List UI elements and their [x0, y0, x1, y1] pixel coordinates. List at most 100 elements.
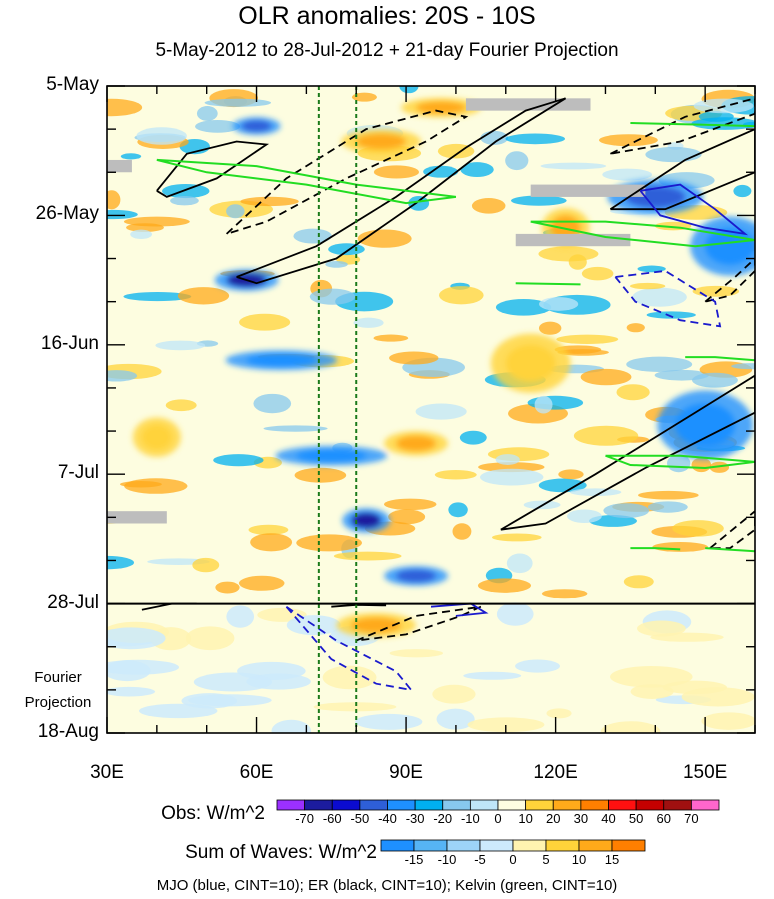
projection-patch	[188, 694, 272, 707]
obs-colorbar-swatch	[442, 799, 471, 811]
anomaly-patch	[215, 581, 240, 594]
negative-anomaly	[396, 569, 436, 583]
anomaly-patch	[328, 243, 365, 256]
anomaly-patch	[538, 478, 587, 493]
axis-ticks	[106, 85, 756, 734]
missing-data-block	[515, 233, 631, 247]
y-tick-label: 7-Jul	[57, 462, 99, 484]
obs-colorbar-label: 40	[601, 811, 616, 826]
wave-contours	[141, 97, 755, 692]
anomaly-patch	[294, 467, 347, 483]
obs-colorbar-label: -70	[295, 811, 315, 826]
anomaly-patch	[540, 162, 607, 170]
projection-patch	[600, 721, 661, 733]
anomaly-patch	[238, 575, 285, 591]
waves-colorbar-swatch	[479, 839, 514, 852]
er-contour	[610, 97, 755, 155]
anomaly-patch	[477, 578, 531, 593]
anomaly-patch	[107, 190, 121, 210]
kelvin-contour	[685, 356, 755, 362]
anomaly-patch	[415, 403, 467, 420]
waves-colorbar-swatch	[578, 839, 613, 852]
anomaly-patch	[293, 228, 332, 244]
anomaly-patch	[511, 195, 567, 206]
positive-anomaly	[416, 101, 466, 114]
mjo-contour	[614, 269, 722, 328]
anomaly-patch	[692, 285, 740, 297]
negative-anomaly	[351, 512, 382, 529]
obs-colorbar-label: -50	[350, 811, 370, 826]
waves-colorbar-swatch	[512, 839, 547, 852]
obs-colorbar-swatch	[525, 799, 554, 811]
anomaly-patch	[213, 454, 264, 467]
obs-colorbar-label: 20	[546, 811, 561, 826]
anomaly-patch	[107, 98, 143, 117]
anomaly-patch	[460, 162, 494, 178]
mjo-contour	[285, 605, 414, 692]
anomaly-patch	[107, 209, 138, 220]
er-contour	[709, 510, 755, 549]
anomaly-patch	[107, 370, 138, 382]
anomaly-patch	[351, 92, 377, 102]
y-tick-label: 18-Aug	[37, 721, 99, 742]
x-tick-label: 60E	[239, 762, 274, 783]
anomaly-patch	[123, 292, 192, 302]
obs-colorbar-swatch	[663, 799, 692, 811]
anomaly-patch	[253, 393, 292, 414]
obs-colorbar-label: -10	[460, 811, 480, 826]
projection-patch	[193, 672, 273, 692]
obs-colorbar-swatch	[469, 799, 499, 811]
obs-colorbar-swatch	[359, 799, 388, 811]
anomaly-patch	[495, 454, 520, 465]
er-contour	[355, 605, 482, 642]
anomaly-patch	[538, 246, 599, 262]
anomaly-patch	[616, 384, 650, 401]
projection-patch	[138, 703, 218, 719]
chart-subtitle: 5-May-2012 to 28-Jul-2012 + 21-day Fouri…	[155, 40, 619, 61]
x-tick-label: 90E	[389, 762, 423, 783]
projection-patch	[107, 686, 156, 697]
anomaly-patch	[534, 395, 553, 414]
anomaly-patch	[438, 286, 484, 305]
anomaly-patch	[107, 555, 134, 570]
anomaly-patch	[353, 317, 384, 328]
anomaly-patch	[155, 340, 206, 351]
anomaly-patch	[250, 533, 293, 552]
waves-colorbar-label: -15	[404, 852, 424, 867]
anomaly-patch	[492, 533, 542, 542]
y-tick-label: 5-May	[46, 74, 99, 95]
kelvin-contour	[705, 547, 755, 553]
obs-colorbar-label: 60	[656, 811, 671, 826]
anomaly-background	[107, 86, 755, 733]
obs-colorbar-swatch	[414, 799, 444, 811]
obs-colorbar-label: -60	[322, 811, 342, 826]
anomaly-patch	[373, 165, 420, 179]
anomaly-patch	[423, 165, 459, 178]
projection-patch	[681, 687, 755, 707]
kelvin-contour	[630, 122, 755, 128]
anomaly-patch	[459, 430, 487, 445]
negative-anomaly	[241, 120, 272, 132]
x-tick-label: 30E	[90, 762, 124, 783]
anomaly-patch	[556, 334, 619, 344]
projection-patch	[496, 602, 534, 626]
anomaly-patch	[478, 462, 545, 473]
waves-colorbar-swatch	[446, 839, 481, 852]
anomaly-patch	[196, 106, 218, 121]
projection-patch	[637, 620, 686, 637]
waves-colorbar-label: 5	[542, 852, 550, 867]
waves-colorbar-swatch	[413, 839, 448, 852]
anomaly-patch	[580, 368, 632, 386]
anomaly-patch	[177, 287, 230, 305]
waves-colorbar-label: -5	[474, 852, 486, 867]
negative-anomaly	[296, 449, 367, 462]
projection-patch	[701, 712, 755, 730]
waves-colorbar-label: 15	[604, 852, 620, 867]
reference-lines	[107, 86, 755, 733]
projection-patch	[185, 626, 235, 651]
obs-colorbar-swatch	[635, 799, 665, 811]
anomaly-patch	[452, 523, 472, 540]
positive-anomaly	[356, 133, 407, 150]
anomaly-patch	[123, 216, 190, 227]
